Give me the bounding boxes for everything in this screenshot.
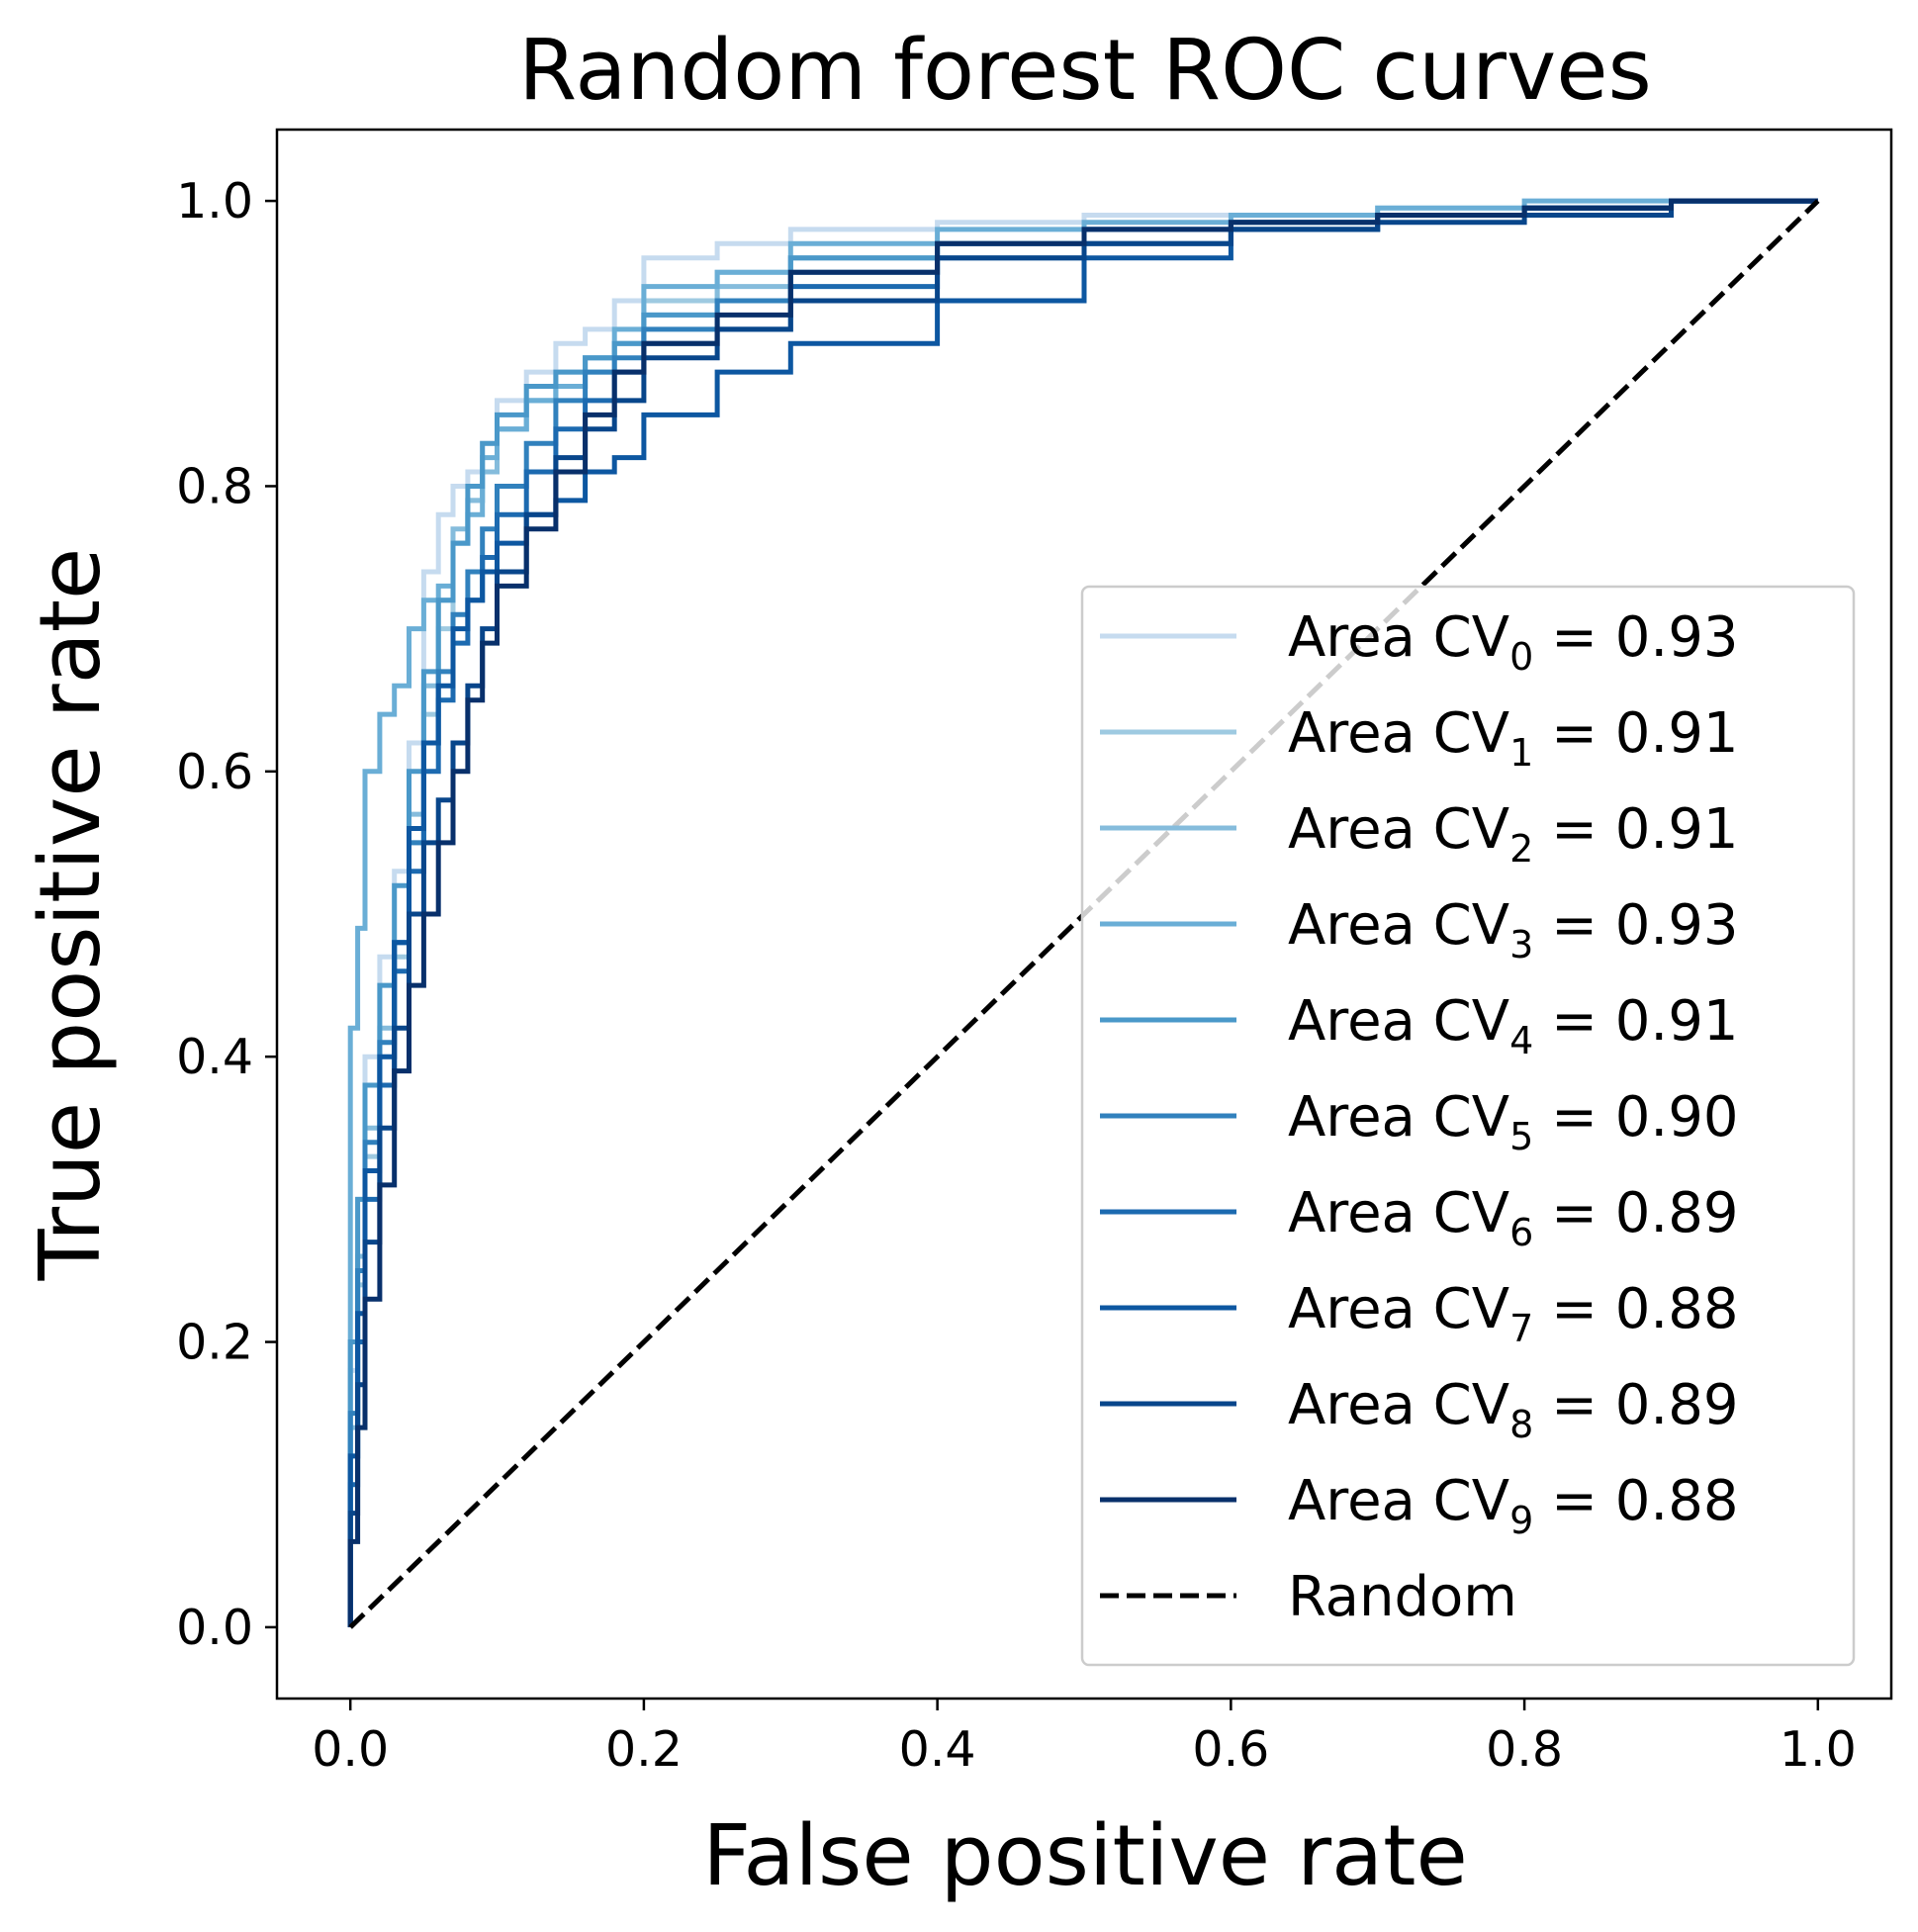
- legend-item-cv5: Area CV5 = 0.90: [1100, 1085, 1739, 1158]
- legend-label: Area CV4 = 0.91: [1288, 989, 1739, 1062]
- legend-label: Area CV8 = 0.89: [1288, 1373, 1739, 1446]
- legend-entries: Area CV0 = 0.93 Area CV1 = 0.91 Area CV2 =…: [1100, 605, 1739, 1629]
- legend-label: Area CV7 = 0.88: [1288, 1277, 1739, 1350]
- y-axis-title: True positive rate: [22, 548, 120, 1282]
- y-axis: 0.0 0.2 0.4 0.6 0.8 1.0: [176, 173, 277, 1656]
- x-tick-label: 0.0: [312, 1721, 389, 1778]
- legend-label: Random: [1288, 1565, 1517, 1629]
- x-tick-label: 0.6: [1192, 1721, 1269, 1778]
- legend-label: Area CV1 = 0.91: [1288, 701, 1739, 775]
- x-tick-label: 0.4: [899, 1721, 976, 1778]
- legend-label: Area CV5 = 0.90: [1288, 1085, 1739, 1158]
- y-tick-label: 0.4: [176, 1029, 253, 1085]
- y-tick-label: 0.6: [176, 744, 253, 800]
- x-axis-title: False positive rate: [702, 1807, 1467, 1905]
- legend-label: Area CV9 = 0.88: [1288, 1469, 1739, 1542]
- legend-item-cv4: Area CV4 = 0.91: [1100, 989, 1739, 1062]
- x-tick-label: 0.2: [605, 1721, 683, 1778]
- legend-item-cv9: Area CV9 = 0.88: [1100, 1469, 1739, 1542]
- legend-label: Area CV3 = 0.93: [1288, 893, 1739, 966]
- legend-item-cv7: Area CV7 = 0.88: [1100, 1277, 1739, 1350]
- legend-label: Area CV6 = 0.89: [1288, 1181, 1739, 1254]
- legend-item-cv1: Area CV1 = 0.91: [1100, 701, 1739, 775]
- legend-item-cv3: Area CV3 = 0.93: [1100, 893, 1739, 966]
- legend-item-random: Random: [1100, 1565, 1517, 1629]
- legend-item-cv0: Area CV0 = 0.93: [1100, 605, 1739, 679]
- y-tick-label: 0.0: [176, 1600, 253, 1656]
- y-tick-label: 0.2: [176, 1315, 253, 1371]
- legend-frame: [1080, 585, 1856, 1667]
- axes-frame: [275, 128, 1893, 1701]
- x-tick-label: 1.0: [1780, 1721, 1857, 1778]
- legend-item-cv6: Area CV6 = 0.89: [1100, 1181, 1739, 1254]
- y-tick-label: 1.0: [176, 173, 253, 230]
- legend-label: Area CV0 = 0.93: [1288, 605, 1739, 679]
- x-axis: 0.0 0.2 0.4 0.6 0.8 1.0: [312, 1699, 1857, 1778]
- chart-title: Random forest ROC curves: [518, 22, 1652, 120]
- roc-curve-cv9: [347, 198, 1818, 1627]
- x-tick-label: 0.8: [1486, 1721, 1563, 1778]
- legend-item-cv8: Area CV8 = 0.89: [1100, 1373, 1739, 1446]
- legend-label: Area CV2 = 0.91: [1288, 797, 1739, 871]
- legend: Area CV0 = 0.93 Area CV1 = 0.91 Area CV2 =…: [1080, 585, 1856, 1667]
- y-tick-label: 0.8: [176, 458, 253, 514]
- legend-item-cv2: Area CV2 = 0.91: [1100, 797, 1739, 871]
